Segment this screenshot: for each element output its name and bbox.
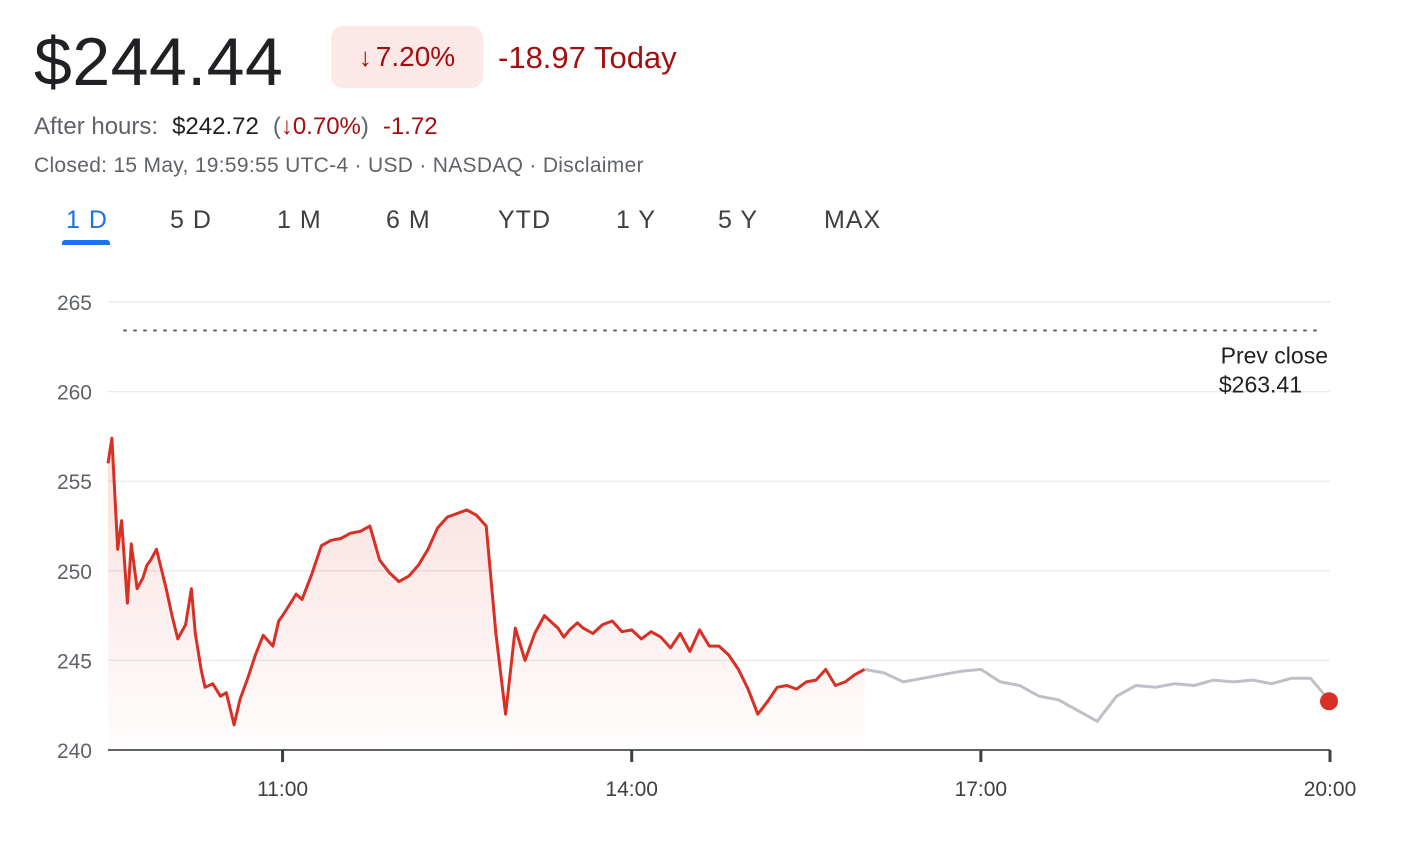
change-today: -18.97 Today [498,40,677,75]
tab-1m[interactable]: 1 M [277,206,322,234]
x-tick-label: 11:00 [257,778,308,801]
after-hours-row: After hours: $242.72 (↓0.70%) -1.72 [34,111,438,143]
tab-1y[interactable]: 1 Y [616,206,657,234]
y-tick-label: 265 [57,292,92,315]
tab-max[interactable]: MAX [824,206,882,234]
after-hours-change: -1.72 [382,113,438,140]
down-arrow-icon: ↓ [358,41,372,72]
down-arrow-icon: ↓ [280,113,293,140]
x-axis-ticks: 11:00 14:00 17:00 20:00 [257,750,1356,801]
tab-ytd[interactable]: YTD [498,206,551,234]
current-price-dot[interactable] [1320,692,1338,711]
tab-1d[interactable]: 1 D [66,206,108,234]
market-status-meta: Closed: 15 May, 19:59:55 UTC-4 · USD · N… [34,154,644,177]
tab-6m[interactable]: 6 M [386,206,431,234]
tab-5d[interactable]: 5 D [170,206,212,234]
after-hours-label: After hours: [34,113,159,140]
y-tick-label: 250 [57,561,92,584]
price-chart[interactable]: 265 260 255 250 245 240 Prev close $263.41 11… [0,270,1404,810]
x-tick-label: 14:00 [605,778,658,801]
change-percent-badge: ↓ 7.20% [331,26,483,88]
after-hours-percent-value: 0.70% [292,113,361,140]
prev-close-label: Prev close [1221,342,1328,368]
regular-session-area [108,438,865,750]
x-tick-label: 20:00 [1304,778,1357,801]
y-axis-labels: 265 260 255 250 245 240 [57,292,92,763]
prev-close-value: $263.41 [1219,371,1302,397]
range-tabs: 1 D 5 D 1 M 6 M YTD 1 Y 5 Y MAX [0,200,1000,250]
y-tick-label: 240 [57,740,92,763]
after-hours-price: $242.72 [172,113,259,140]
stock-price: $244.44 [34,24,284,100]
after-hours-percent: (↓0.70%) [272,113,369,140]
y-tick-label: 255 [57,471,92,494]
change-percent-value: 7.20% [375,41,456,72]
y-tick-label: 260 [57,382,92,405]
after-hours-series-line [864,667,1332,723]
regular-session-series-line [106,436,866,727]
y-tick-label: 245 [57,650,92,673]
tab-5y[interactable]: 5 Y [718,206,759,234]
x-tick-label: 17:00 [955,778,1008,801]
active-tab-indicator [62,240,110,245]
